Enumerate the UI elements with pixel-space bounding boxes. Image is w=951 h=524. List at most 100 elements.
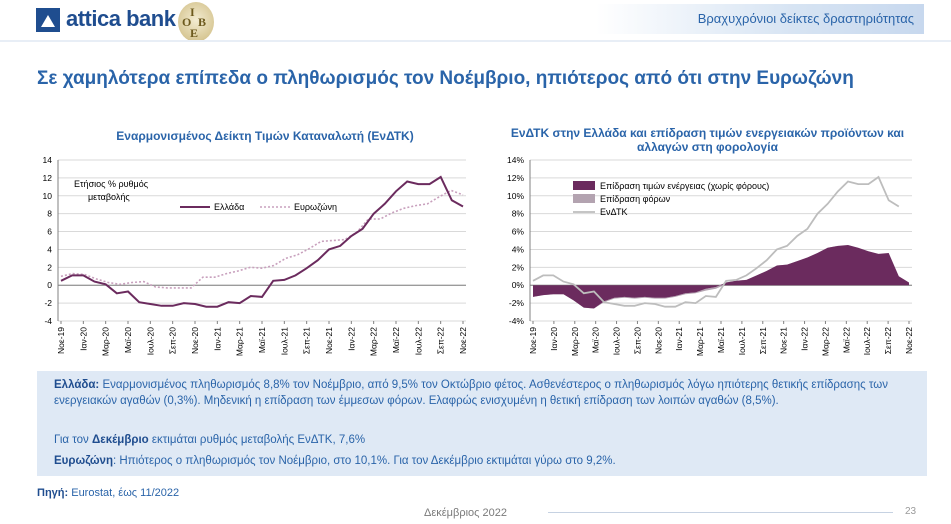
- source-text: Eurostat, έως 11/2022: [68, 487, 180, 499]
- chart-title-energy: ΕνΔΤΚ στην Ελλάδα και επίδραση τιμών ενε…: [510, 126, 905, 154]
- x-tick-label: Ιαν-22: [800, 327, 810, 351]
- december-post: εκτιμάται ρυθμός μεταβολής ΕνΔΤΚ, 7,6%: [148, 434, 366, 446]
- y-tick-label: -4%: [509, 316, 525, 326]
- energy-effect-area: [533, 245, 909, 309]
- x-tick-label: Ιουλ-20: [145, 327, 155, 356]
- greece-label: Ελλάδα:: [54, 379, 100, 391]
- seal-letter: Ο: [182, 15, 192, 29]
- legend-energy-swatch: [573, 181, 595, 190]
- eurozone-label: Ευρωζώνη: [54, 455, 113, 467]
- x-tick-label: Μαϊ-20: [123, 327, 133, 353]
- x-tick-label: Μαϊ-20: [591, 327, 601, 353]
- legend-hicp-label: ΕνΔΤΚ: [600, 207, 628, 217]
- seal-letter: Β: [198, 15, 207, 29]
- x-tick-label: Ιουλ-22: [413, 327, 423, 356]
- seal-letter: Ι: [190, 5, 195, 19]
- x-tick-label: Μαρ-22: [369, 327, 379, 356]
- y-tick-label: 6%: [512, 227, 525, 237]
- y-axis-title-line2: μεταβολής: [88, 192, 130, 202]
- source-label: Πηγή:: [37, 487, 69, 499]
- y-tick-label: 10: [43, 191, 53, 201]
- hicp-line: [532, 175, 900, 308]
- december-commentary: Για τον Δεκέμβριο εκτιμάται ρυθμός μεταβ…: [54, 432, 914, 448]
- x-tick-label: Σεπ-22: [883, 327, 893, 354]
- page-title: Σε χαμηλότερα επίπεδα ο πληθωρισμός τον …: [37, 68, 854, 89]
- x-tick-label: Νοε-22: [458, 327, 468, 354]
- x-tick-label: Νοε-21: [324, 327, 334, 354]
- y-tick-label: 4%: [512, 244, 525, 254]
- y-tick-label: 12: [43, 173, 53, 183]
- x-tick-label: Σεπ-22: [436, 327, 446, 354]
- y-tick-label: 8: [47, 209, 52, 219]
- y-tick-label: -2%: [509, 298, 525, 308]
- y-tick-label: 0%: [512, 280, 525, 290]
- x-tick-label: Σεπ-21: [758, 327, 768, 354]
- x-tick-label: Μαρ-22: [820, 327, 830, 356]
- header-divider: [0, 40, 951, 42]
- y-tick-label: 10%: [507, 191, 524, 201]
- x-tick-label: Σεπ-20: [632, 327, 642, 354]
- eurozone-line: [60, 189, 464, 289]
- legend-taxes-swatch: [573, 194, 595, 203]
- y-tick-label: 14%: [507, 155, 524, 165]
- y-tick-label: 2%: [512, 262, 525, 272]
- x-tick-label: Νοε-19: [528, 327, 538, 354]
- chart-title-hicp: Εναρμονισμένος Δείκτη Τιμών Καταναλωτή (…: [116, 129, 414, 143]
- y-tick-label: 14: [43, 155, 53, 165]
- header: attica bank Ι Ο Β Ε Βραχυχρόνιοι δείκτες…: [0, 0, 951, 46]
- x-tick-label: Ιουλ-22: [862, 327, 872, 356]
- x-tick-label: Ιουλ-21: [737, 327, 747, 356]
- y-tick-label: 2: [47, 262, 52, 272]
- december-bold: Δεκέμβριο: [91, 434, 149, 446]
- x-tick-label: Μαϊ-21: [257, 327, 267, 353]
- y-tick-label: -4: [44, 316, 52, 326]
- x-tick-label: Μαρ-20: [570, 327, 580, 356]
- x-tick-label: Ιουλ-21: [279, 327, 289, 356]
- x-tick-label: Μαϊ-21: [716, 327, 726, 353]
- brand-name: attica bank: [66, 6, 176, 31]
- legend-eurozone-label: Ευρωζώνη: [294, 202, 337, 212]
- x-tick-label: Μαϊ-22: [391, 327, 401, 353]
- greece-commentary: Ελλάδα: Εναρμονισμένος πληθωρισμός 8,8% …: [54, 377, 914, 409]
- y-tick-label: -2: [44, 298, 52, 308]
- section-banner: Βραχυχρόνιοι δείκτες δραστηριότητας: [596, 4, 924, 34]
- y-tick-label: 6: [47, 227, 52, 237]
- x-tick-label: Ιαν-20: [549, 327, 559, 351]
- page-number: 23: [905, 506, 917, 517]
- x-tick-label: Μαρ-20: [101, 327, 111, 356]
- legend-greece-label: Ελλάδα: [214, 202, 244, 212]
- y-tick-label: 8%: [512, 209, 525, 219]
- legend-taxes-label: Επίδραση φόρων: [600, 194, 671, 204]
- footer-divider: [548, 512, 893, 513]
- footer-date: Δεκέμβριος 2022: [424, 507, 507, 519]
- x-tick-label: Ιαν-21: [674, 327, 684, 351]
- x-tick-label: Μαϊ-22: [841, 327, 851, 353]
- y-tick-label: 0: [47, 280, 52, 290]
- x-tick-label: Σεπ-21: [302, 327, 312, 354]
- x-tick-label: Νοε-22: [904, 327, 914, 354]
- x-tick-label: Σεπ-20: [168, 327, 178, 354]
- x-tick-label: Μαρ-21: [695, 327, 705, 356]
- december-pre: Για τον: [54, 434, 92, 446]
- x-tick-label: Ιαν-22: [346, 327, 356, 351]
- x-tick-label: Ιουλ-20: [612, 327, 622, 356]
- x-tick-label: Νοε-20: [653, 327, 663, 354]
- x-tick-label: Ιαν-20: [78, 327, 88, 351]
- legend-energy-label: Επίδραση τιμών ενέργειας (χωρίς φόρους): [600, 181, 769, 191]
- iobe-seal-icon: Ι Ο Β Ε: [178, 2, 214, 42]
- greece-text: Εναρμονισμένος πληθωρισμός 8,8% τον Νοέμ…: [54, 379, 888, 407]
- attica-logo-icon: [36, 8, 60, 32]
- eurozone-text: : Ηπιότερος ο πληθωρισμός τον Νοέμβριο, …: [112, 455, 616, 467]
- eurozone-commentary: Ευρωζώνη: Ηπιότερος ο πληθωρισμός τον Νο…: [54, 453, 914, 469]
- x-tick-label: Νοε-21: [779, 327, 789, 354]
- commentary-box: Ελλάδα: Εναρμονισμένος πληθωρισμός 8,8% …: [37, 371, 927, 476]
- x-tick-label: Νοε-20: [190, 327, 200, 354]
- section-title: Βραχυχρόνιοι δείκτες δραστηριότητας: [697, 11, 914, 26]
- x-tick-label: Νοε-19: [56, 327, 66, 354]
- y-axis-title-line1: Ετήσιος % ρυθμός: [74, 179, 149, 189]
- y-tick-label: 12%: [507, 173, 524, 183]
- y-tick-label: 4: [47, 244, 52, 254]
- x-tick-label: Ιαν-21: [212, 327, 222, 351]
